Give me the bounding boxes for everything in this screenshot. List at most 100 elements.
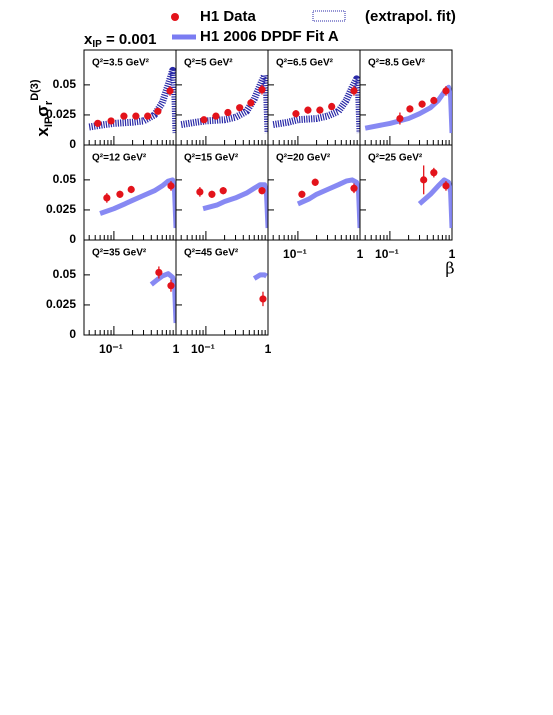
data-point (418, 100, 426, 108)
data-point (420, 176, 428, 184)
panel-label: Q²=25 GeV² (368, 153, 423, 164)
data-point (219, 187, 227, 195)
data-point (116, 190, 124, 198)
fit-band (149, 271, 176, 324)
y-tick-label: 0.05 (53, 172, 77, 186)
data-point (430, 169, 438, 177)
data-point (167, 282, 175, 290)
data-point (311, 178, 319, 186)
data-point (258, 187, 266, 195)
data-point (196, 188, 204, 196)
ylabel-sup: D(3) (29, 79, 41, 101)
y-tick-label: 0.05 (53, 77, 77, 91)
panel-label: Q²=15 GeV² (184, 153, 239, 164)
y-tick-label: 0 (69, 137, 76, 151)
extrapolated-fit (180, 71, 268, 134)
panel: Q²=3.5 GeV² 0 0.025 0.05 (46, 49, 177, 151)
data-point (144, 112, 152, 120)
extrapolated-fit (88, 66, 176, 134)
data-point (430, 96, 438, 105)
fit-band (252, 272, 268, 281)
ylabel-main: x (33, 127, 52, 137)
panel: Q²=35 GeV² 0 0.025 0.05 10⁻¹ 1 (46, 239, 180, 356)
data-point (292, 110, 300, 118)
data-point (442, 87, 450, 95)
x-axis-label: β (445, 259, 454, 278)
y-tick-label: 0.025 (46, 202, 76, 216)
x-tick-label: 1 (265, 342, 272, 356)
data-point (350, 184, 358, 192)
legend-label: (extrapol. fit) (365, 8, 456, 25)
fit-band (417, 177, 452, 229)
data-point (316, 106, 324, 114)
ylabel-sub: IP (43, 117, 55, 127)
panel: Q²=12 GeV² 0 0.025 0.05 (46, 144, 177, 246)
data-point (350, 87, 358, 95)
y-tick-label: 0 (69, 232, 76, 246)
data-point (236, 104, 244, 112)
xip-sub: IP (92, 39, 102, 50)
panel: Q²=20 GeV² 10⁻¹ 1 (267, 144, 364, 261)
data-point (259, 295, 267, 303)
xip-label: xIP = 0.001 (84, 31, 156, 50)
data-point (94, 119, 102, 127)
ylabel-sigma: σ (33, 105, 52, 117)
data-point (328, 102, 336, 111)
extrapolated-fit (272, 75, 360, 134)
data-point (406, 105, 414, 113)
fit-band (99, 177, 176, 229)
x-tick-label: 1 (357, 247, 364, 261)
x-tick-label: 10⁻¹ (99, 342, 123, 356)
data-point (304, 106, 312, 114)
xip-rest: = 0.001 (102, 31, 157, 48)
panel-label: Q²=6.5 GeV² (276, 58, 334, 69)
data-point (224, 108, 232, 117)
fit-band (296, 177, 360, 229)
legend-label: H1 2006 DPDF Fit A (200, 28, 339, 45)
y-tick-label: 0 (69, 327, 76, 341)
panel-frame (175, 239, 269, 336)
data-point (103, 194, 111, 202)
data-point (200, 116, 208, 124)
ylabel-sigma-sub: r (43, 100, 55, 105)
x-tick-label: 1 (173, 342, 180, 356)
x-tick-label: 10⁻¹ (283, 247, 307, 261)
panel: Q²=6.5 GeV² (267, 49, 361, 146)
data-point (247, 99, 255, 107)
legend-marker (171, 13, 179, 21)
data-point (155, 268, 163, 277)
panel: Q²=45 GeV² 10⁻¹ 1 (175, 239, 272, 356)
x-tick-label: 1 (449, 247, 456, 261)
panel-label: Q²=5 GeV² (184, 58, 233, 69)
x-tick-label: 10⁻¹ (375, 247, 399, 261)
y-tick-label: 0.05 (53, 267, 77, 281)
data-point (298, 190, 306, 198)
data-point (132, 112, 140, 120)
panel: Q²=5 GeV² (175, 49, 269, 146)
data-point (258, 86, 266, 94)
legend-label: H1 Data (200, 8, 257, 25)
data-point (127, 185, 135, 194)
panel: Q²=25 GeV² 10⁻¹ 1 (359, 144, 456, 261)
panel-label: Q²=12 GeV² (92, 153, 147, 164)
panel-label: Q²=20 GeV² (276, 153, 331, 164)
panel: Q²=8.5 GeV² (359, 49, 453, 146)
x-tick-label: 10⁻¹ (191, 342, 215, 356)
data-point (107, 117, 115, 125)
data-point (208, 190, 216, 198)
xip-main: x (84, 31, 93, 48)
panel-label: Q²=8.5 GeV² (368, 58, 426, 69)
panel-label: Q²=45 GeV² (184, 248, 239, 259)
panel-label: Q²=35 GeV² (92, 248, 147, 259)
panel-label: Q²=3.5 GeV² (92, 58, 150, 69)
data-point (167, 182, 175, 190)
y-axis-label: xIPσrD(3) (29, 79, 55, 137)
data-point (442, 182, 450, 190)
fit-band (202, 182, 268, 229)
data-point (212, 112, 220, 120)
data-point (120, 112, 128, 120)
legend-marker (312, 10, 346, 22)
data-point (166, 87, 174, 95)
y-tick-label: 0.025 (46, 107, 76, 121)
